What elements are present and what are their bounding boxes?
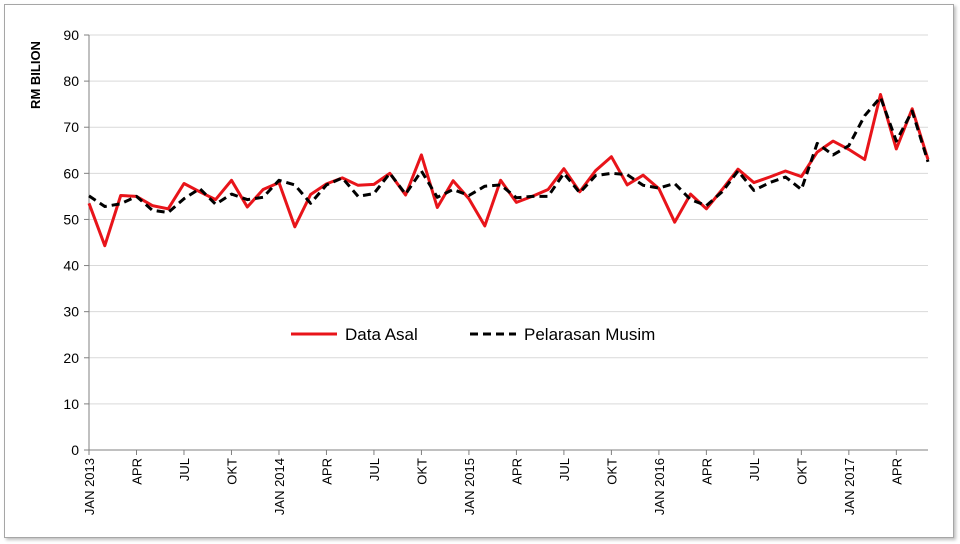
y-tick-label: 30 [63,304,79,320]
legend-label-pelarasan-musim: Pelarasan Musim [524,325,655,344]
x-tick-label: JUL [367,458,382,481]
x-tick-label: APR [129,458,144,485]
axes [84,34,928,455]
x-tick-label: JAN 2015 [462,458,477,515]
y-tick-label: 80 [63,73,79,89]
x-tick-label: JAN 2016 [652,458,667,515]
y-tick-label: 90 [63,27,79,43]
x-tick-label: JUL [177,458,192,481]
x-tick-label: OKT [604,458,619,485]
legend-label-data-asal: Data Asal [345,325,418,344]
x-tick-label: JUL [557,458,572,481]
y-axis-label: RM BILION [28,41,43,109]
y-tick-label: 70 [63,119,79,135]
x-tick-label: APR [699,458,714,485]
x-tick-label: JAN 2014 [272,458,287,515]
x-tick-label: OKT [414,458,429,485]
tick-labels: 0 10 20 30 40 50 60 70 80 90 JAN 2013 APR JUL OKT JAN … [63,27,904,515]
series-line-pelarasan-musim [88,95,930,214]
x-tick-label: APR [889,458,904,485]
y-tick-label: 20 [63,350,79,366]
y-tick-label: 50 [63,211,79,227]
legend: Data Asal Pelarasan Musim [291,325,655,344]
gridlines [89,34,928,405]
x-tick-label: JAN 2013 [82,458,97,515]
y-tick-label: 0 [71,442,79,458]
y-tick-label: 10 [63,396,79,412]
x-tick-label: JAN 2017 [842,458,857,515]
x-tick-label: JUL [747,458,762,481]
y-tick-label: 60 [63,165,79,181]
x-tick-label: APR [509,458,524,485]
x-tick-label: OKT [224,458,239,485]
chart-frame [4,4,954,538]
series-lines [87,93,930,248]
x-tick-label: OKT [794,458,809,485]
x-tick-label: APR [319,458,334,485]
y-tick-label: 40 [63,258,79,274]
series-line-data-asal [87,93,930,248]
